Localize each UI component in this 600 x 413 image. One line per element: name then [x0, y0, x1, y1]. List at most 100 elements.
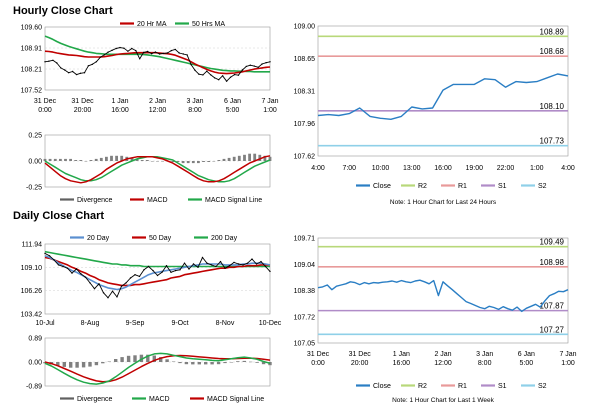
- daily-levels-legend-label: S2: [538, 383, 547, 390]
- hourly-price-xtick: 0:00: [38, 107, 52, 114]
- daily-divergence-bar: [268, 362, 272, 366]
- daily-macd-legend-label: MACD Signal Line: [207, 396, 264, 403]
- daily-close-point: [210, 264, 213, 266]
- daily-levels-xtick: 31 Dec: [307, 351, 330, 358]
- hourly-macd-signal-line: [44, 156, 271, 183]
- daily-macd-signal-line: [44, 354, 271, 383]
- daily-divergence-bar: [165, 359, 169, 362]
- daily-close-point: [260, 260, 262, 263]
- hourly-price-xtick: 20:00: [74, 107, 92, 114]
- hourly-divergence-bar: [207, 161, 211, 162]
- hourly-divergence-bar: [268, 156, 272, 161]
- daily-divergence-bar: [107, 361, 111, 362]
- hourly-divergence-bar: [176, 161, 180, 162]
- daily-divergence-bar: [120, 357, 124, 362]
- hourly-level-r2-label: 108.89: [540, 27, 565, 36]
- hourly-close-point: [237, 74, 240, 76]
- hourly-divergence-bar: [232, 156, 236, 161]
- hourly-levels-xtick: 4:00: [561, 165, 575, 172]
- daily-divergence-bar: [126, 355, 131, 362]
- hourly-price-ytick: 107.52: [21, 88, 43, 95]
- daily-close-point: [183, 262, 186, 264]
- hourly-close-point: [75, 73, 78, 76]
- daily-price-legend-label: 50 Day: [149, 235, 172, 242]
- hourly-close-point: [56, 62, 58, 64]
- hourly-close-point: [158, 53, 161, 55]
- hourly-levels-legend-label: R2: [418, 183, 427, 190]
- hourly-close-point: [182, 53, 184, 55]
- daily-levels-legend-label: Close: [373, 383, 391, 390]
- hourly-close-point: [210, 74, 212, 76]
- daily-close-point: [188, 268, 190, 270]
- hourly-divergence-bar: [237, 155, 241, 161]
- hourly-close-point: [139, 58, 141, 60]
- daily-price-xtick: 9-Sep: [126, 320, 145, 327]
- hourly-price-xtick: 16:00: [111, 107, 129, 114]
- daily-close-point: [107, 297, 109, 299]
- hourly-close-point: [95, 61, 98, 63]
- daily-close-point: [224, 267, 226, 269]
- hourly-price-xtick: 6 Jan: [224, 98, 241, 105]
- daily-levels-ytick: 107.05: [294, 341, 316, 348]
- daily-levels-xtick: 0:00: [311, 360, 325, 367]
- hourly-close-point: [174, 48, 176, 51]
- daily-close-point: [242, 264, 244, 266]
- hourly-close-point: [115, 47, 117, 50]
- daily-close-point: [233, 261, 235, 264]
- hourly-divergence-bar: [48, 158, 52, 161]
- hourly-price-xtick: 1 Jan: [111, 98, 128, 105]
- daily-levels-xtick: 20:00: [351, 360, 369, 367]
- daily-divergence-bar: [204, 362, 208, 365]
- hourly-divergence-bar: [258, 154, 262, 161]
- hourly-divergence-bar: [161, 161, 164, 162]
- daily-close-point: [174, 269, 177, 272]
- daily-divergence-bar: [197, 362, 201, 365]
- daily-levels-close-line: [317, 279, 569, 313]
- hourly-macd-legend-label: MACD Signal Line: [205, 197, 262, 204]
- hourly-levels-ytick: 108.31: [294, 89, 316, 96]
- daily-price-xtick: 8-Aug: [81, 320, 100, 327]
- hourly-close-point: [178, 52, 180, 54]
- hourly-price-xtick: 2 Jan: [149, 98, 166, 105]
- daily-close-point: [125, 282, 127, 284]
- daily-close-point: [165, 265, 168, 267]
- daily-divergence-bar: [101, 362, 105, 364]
- hourly-macd-legend-label: MACD: [147, 197, 168, 204]
- daily-close-point: [143, 269, 145, 271]
- hourly-divergence-bar: [89, 160, 93, 161]
- daily-close-point: [44, 252, 46, 255]
- daily-close-point: [84, 276, 87, 278]
- hourly-close-point: [206, 70, 208, 72]
- hourly-close-point: [241, 69, 244, 71]
- hourly-price-ytick: 109.60: [21, 25, 43, 32]
- hourly-close-point: [225, 80, 228, 82]
- hourly-levels-legend-label: S2: [538, 183, 547, 190]
- daily-levels-legend-label: R2: [418, 383, 427, 390]
- hourly-levels-ytick: 108.65: [294, 56, 316, 63]
- hourly-divergence-bar: [140, 160, 144, 161]
- hourly-divergence-bar: [79, 160, 83, 161]
- daily-divergence-bar: [236, 361, 240, 362]
- hourly-levels-xtick: 22:00: [497, 165, 515, 172]
- hourly-price-legend-label: 50 Hrs MA: [192, 21, 225, 28]
- daily-divergence-bar: [88, 362, 92, 367]
- daily-close-point: [255, 263, 258, 265]
- daily-close-point: [161, 271, 163, 273]
- hourly-levels-close-line: [317, 73, 569, 121]
- daily-levels-ytick: 109.71: [294, 236, 316, 243]
- hourly-levels-frame: [317, 25, 569, 157]
- hourly-close-point: [143, 51, 145, 54]
- hourly-close-point: [269, 61, 271, 63]
- hourly-close-point: [60, 67, 62, 69]
- daily-macd-legend-label: MACD: [149, 396, 170, 403]
- hourly-close-point: [162, 52, 165, 55]
- hourly-levels-xtick: 16:00: [434, 165, 452, 172]
- daily-levels-xtick: 7 Jan: [559, 351, 576, 358]
- hourly-divergence-bar: [197, 161, 200, 164]
- hourly-price-ytick: 108.21: [21, 67, 43, 74]
- daily-levels-xtick: 2 Jan: [434, 351, 451, 358]
- daily-levels-legend-label: R1: [458, 383, 467, 390]
- daily-close-point: [251, 258, 253, 260]
